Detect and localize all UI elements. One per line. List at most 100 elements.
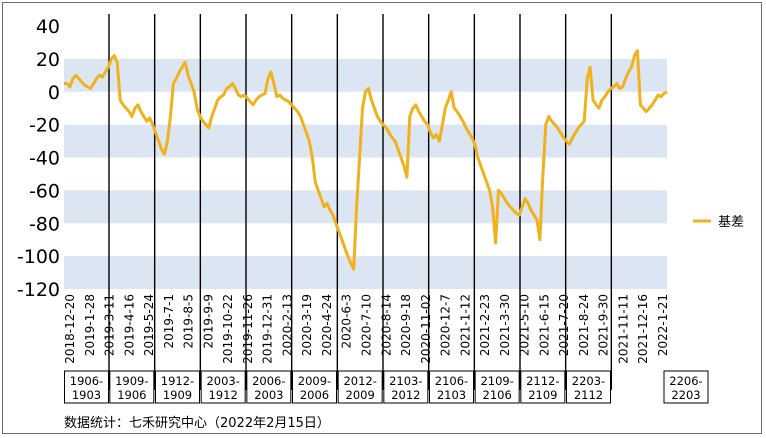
- x-tick-label: 2019-5-24: [142, 294, 156, 356]
- contract-label: 2003-1912: [200, 370, 246, 404]
- contract-label: 2009-2006: [292, 370, 337, 404]
- series-layer: [64, 49, 668, 271]
- x-tick-label: 2020-7-10: [360, 294, 374, 356]
- contract-roll-lines: [108, 14, 613, 390]
- y-tick-label: -20: [29, 115, 60, 137]
- contract-text: 2112: [574, 388, 603, 402]
- contract-box: [64, 370, 109, 404]
- y-axis-ticks: 40 20 0 -20 -40 -60 -80 -100 -120: [17, 16, 60, 301]
- contract-box: [292, 370, 337, 404]
- y-tick-label: -40: [29, 148, 60, 170]
- contract-text: 1912-: [161, 374, 194, 388]
- contract-label: 2206-2203: [663, 370, 709, 404]
- contract-label: 2006-2003: [246, 370, 292, 404]
- x-tick-label: 2020-12-7: [439, 294, 453, 356]
- y-tick-label: -100: [17, 246, 60, 268]
- x-tick-label: 2018-12-20: [63, 294, 77, 364]
- contract-text: 2203: [671, 388, 700, 402]
- x-tick-label: 2021-1-12: [458, 294, 472, 356]
- x-tick-label: 2019-7-1: [162, 294, 176, 348]
- contract-text: 2109: [528, 388, 557, 402]
- contract-text: 2009: [346, 388, 375, 402]
- contract-text: 1909: [163, 388, 192, 402]
- x-tick-label: 2020-6-3: [340, 294, 354, 348]
- grid-band: [64, 256, 667, 289]
- contract-label: 1906-1903: [64, 370, 109, 404]
- contract-text: 2103: [437, 388, 466, 402]
- contract-box: [200, 370, 246, 404]
- contract-box: [429, 370, 474, 404]
- contract-label: 2106-2103: [429, 370, 474, 404]
- y-tick-label: -80: [29, 213, 60, 235]
- contract-box: [474, 370, 520, 404]
- contract-text: 2112-: [526, 374, 559, 388]
- x-tick-label: 2019-9-9: [201, 294, 215, 348]
- contract-text: 1909-: [115, 374, 148, 388]
- contract-box: [566, 370, 611, 404]
- contract-text: 2006-: [252, 374, 285, 388]
- x-tick-label: 2021-6-15: [537, 294, 551, 356]
- contract-text: 2103-: [389, 374, 422, 388]
- contract-text: 2109-: [480, 374, 513, 388]
- x-tick-label: 2020-8-14: [379, 294, 393, 356]
- x-tick-label: 2021-3-30: [498, 294, 512, 356]
- contract-box: [155, 370, 200, 404]
- contract-box: [109, 370, 155, 404]
- contract-text: 2206-: [669, 374, 702, 388]
- y-tick-label: 40: [36, 16, 60, 38]
- x-tick-label: 2020-2-13: [280, 294, 294, 356]
- contract-label: 2109-2106: [474, 370, 520, 404]
- contract-text: 2009-: [298, 374, 331, 388]
- legend: 基差: [693, 215, 744, 230]
- x-tick-label: 2021-12-16: [636, 294, 650, 364]
- contract-text: 2003: [254, 388, 283, 402]
- contract-text: 2006: [300, 388, 329, 402]
- contract-text: 2012: [391, 388, 420, 402]
- x-axis-labels: 2018-12-20 2019-1-28 2019-3-11 2019-4-16 201…: [63, 294, 670, 364]
- contract-label: 2103-2012: [383, 370, 429, 404]
- contract-text: 2106-: [435, 374, 468, 388]
- x-tick-label: 2019-11-26: [241, 294, 255, 364]
- contract-box: [663, 370, 709, 404]
- x-tick-label: 2021-5-10: [518, 294, 532, 356]
- x-tick-label: 2021-7-20: [557, 294, 571, 356]
- x-tick-label: 2022-1-21: [656, 294, 670, 356]
- x-tick-label: 2019-4-16: [122, 294, 136, 356]
- x-tick-label: 2021-11-11: [616, 294, 630, 364]
- contract-text: 1912: [209, 388, 238, 402]
- y-tick-label: -60: [29, 180, 60, 202]
- contract-text: 2106: [483, 388, 512, 402]
- x-tick-label: 2019-1-28: [83, 294, 97, 356]
- y-tick-label: 0: [48, 82, 60, 104]
- contract-labels: 1906-19031909-19061912-19092003-19122006…: [64, 370, 709, 404]
- grid-band: [64, 58, 667, 92]
- x-tick-label: 2020-4-24: [320, 294, 334, 356]
- x-tick-label: 2021-8-24: [577, 294, 591, 356]
- contract-box: [520, 370, 566, 404]
- contract-text: 1903: [72, 388, 101, 402]
- y-tick-label: -120: [17, 279, 60, 301]
- contract-label: 1912-1909: [155, 370, 200, 404]
- grid-band: [64, 190, 667, 224]
- source-note: 数据统计：七禾研究中心（2022年2月15日）: [64, 416, 330, 431]
- contract-label: 2012-2009: [337, 370, 383, 404]
- contract-text: 2012-: [343, 374, 376, 388]
- x-tick-label: 2020-11-02: [419, 294, 433, 364]
- contract-text: 2003-: [206, 374, 239, 388]
- x-tick-label: 2019-10-22: [221, 294, 235, 364]
- x-tick-label: 2021-2-23: [478, 294, 492, 356]
- x-tick-label: 2019-12-31: [261, 294, 275, 364]
- contract-text: 1906: [117, 388, 146, 402]
- x-tick-label: 2021-9-30: [597, 294, 611, 356]
- contract-label: 2112-2109: [520, 370, 566, 404]
- x-tick-label: 2020-3-19: [300, 294, 314, 356]
- contract-label: 2203-2112: [566, 370, 611, 404]
- contract-text: 1906-: [70, 374, 103, 388]
- x-tick-label: 2019-8-5: [182, 294, 196, 348]
- chart-frame: [2, 2, 762, 434]
- contract-label: 1909-1906: [109, 370, 155, 404]
- contract-box: [337, 370, 383, 404]
- x-tick-label: 2020-9-18: [399, 294, 413, 356]
- contract-text: 2203-: [572, 374, 605, 388]
